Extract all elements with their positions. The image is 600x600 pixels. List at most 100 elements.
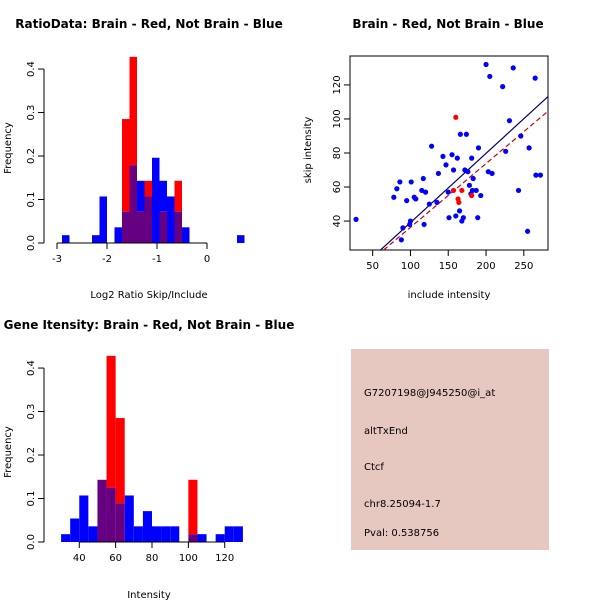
scatter-point-blue — [421, 221, 427, 228]
ratio-y-tick-label: 0.2 — [26, 148, 37, 164]
scatter-x-tick-label: 200 — [476, 261, 495, 272]
scatter-point-blue — [518, 133, 524, 139]
scatter-fit-lines — [380, 96, 549, 251]
gene-overlap-bar — [106, 487, 116, 542]
scatter-ylabel: skip intensity — [303, 117, 314, 184]
intensity-scatter: Brain - Red, Not Brain - Blue 50 100 150 20… — [303, 17, 549, 301]
ratio-x-tick-label: -2 — [102, 254, 112, 265]
gene-blue-bar — [197, 534, 207, 542]
scatter-point-red — [456, 199, 462, 205]
ratio-x-tick-label: -3 — [52, 254, 62, 265]
scatter-point-red — [450, 187, 457, 194]
info-panel: G7207198@J945250@i_at altTxEnd Ctcf chr8… — [351, 349, 549, 550]
scatter-point-blue — [483, 61, 489, 68]
scatter-point-blue — [394, 186, 400, 192]
gene-blue-bar — [233, 526, 243, 542]
ratio-blue-bar — [152, 157, 160, 243]
ratio-red-bar — [129, 56, 137, 166]
gene-histogram-xlabel: Intensity — [127, 590, 171, 600]
gene-blue-bar — [161, 526, 171, 542]
scatter-point-blue — [449, 152, 455, 158]
ratio-histogram-ylabel: Frequency — [3, 122, 14, 174]
scatter-point-blue — [478, 192, 484, 199]
scatter-point-blue — [398, 237, 404, 243]
scatter-point-blue — [407, 218, 414, 224]
ratio-histogram-title: RatioData: Brain - Red, Not Brain - Blue — [15, 17, 282, 31]
scatter-point-blue — [465, 169, 471, 175]
gene-x-tick-label: 100 — [179, 553, 198, 564]
scatter-point-blue — [440, 153, 446, 160]
scatter-x-tick-label: 150 — [439, 261, 458, 272]
ratio-overlap-bar — [122, 211, 130, 243]
gene-blue-bar — [88, 526, 98, 542]
ratio-histogram-bars — [62, 56, 245, 243]
gene-histogram-title: Gene Itensity: Brain - Red, Not Brain - … — [4, 318, 295, 332]
ratio-red-bar — [122, 119, 130, 212]
gene-blue-bar — [152, 526, 162, 542]
scatter-point-blue — [420, 175, 426, 182]
scatter-x-tick-label: 100 — [401, 261, 420, 272]
gene-blue-bar — [224, 526, 234, 542]
scatter-point-blue — [526, 145, 532, 151]
scatter-point-blue — [524, 228, 531, 234]
scatter-point-blue — [400, 225, 406, 231]
scatter-point-blue — [515, 187, 522, 194]
ratio-x-tick-label: 0 — [204, 254, 210, 265]
scatter-point-red — [469, 192, 475, 199]
fit-line-navy — [380, 96, 549, 251]
scatter-point-blue — [443, 162, 449, 168]
scatter-axes: 50 100 150 200 250 40 60 80 100 120 — [332, 75, 533, 272]
scatter-point-blue — [353, 216, 359, 222]
ratio-blue-bar — [137, 180, 145, 212]
gene-blue-bar — [124, 495, 134, 542]
scatter-point-blue — [429, 143, 435, 149]
gene-name: Ctcf — [364, 462, 384, 473]
gene-intensity-histogram: Gene Itensity: Brain - Red, Not Brain - … — [3, 318, 294, 600]
scatter-point-red — [459, 187, 465, 194]
scatter-point-blue — [533, 172, 539, 178]
gene-x-tick-label: 40 — [73, 553, 86, 564]
gene-blue-bar — [70, 518, 80, 542]
scatter-points — [353, 61, 544, 243]
ratio-y-tick-label: 0.1 — [26, 192, 37, 208]
scatter-point-blue — [454, 155, 460, 161]
event-type: altTxEnd — [364, 426, 408, 437]
ratio-histogram-axes: -3 -2 -1 0 0.0 0.1 0.2 0.3 0.4 — [26, 61, 210, 265]
scatter-point-blue — [408, 179, 414, 185]
ratio-blue-bar — [159, 180, 167, 212]
scatter-point-blue — [510, 65, 516, 71]
ratio-blue-bar — [99, 196, 107, 243]
gene-blue-bar — [170, 526, 180, 542]
gene-histogram-bars — [61, 355, 243, 542]
gene-overlap-bar — [115, 503, 125, 542]
scatter-y-tick-label: 40 — [332, 215, 343, 228]
ratio-histogram: RatioData: Brain - Red, Not Brain - Blue… — [3, 17, 283, 301]
gene-x-tick-label: 80 — [146, 553, 159, 564]
ratio-blue-bar — [62, 235, 70, 243]
gene-y-tick-label: 0.0 — [26, 534, 37, 550]
scatter-plot-box — [349, 55, 549, 251]
scatter-point-blue — [532, 75, 538, 81]
scatter-point-blue — [434, 199, 440, 205]
scatter-y-tick-label: 120 — [332, 75, 343, 94]
scatter-xlabel: include intensity — [408, 290, 491, 301]
scatter-point-blue — [413, 196, 419, 202]
gene-y-tick-label: 0.3 — [26, 404, 37, 420]
scatter-point-blue — [487, 73, 493, 80]
scatter-point-blue — [473, 187, 479, 194]
scatter-point-blue — [397, 179, 403, 185]
ratio-y-tick-label: 0.0 — [26, 235, 37, 251]
gene-x-tick-label: 60 — [109, 553, 122, 564]
ratio-y-tick-label: 0.3 — [26, 105, 37, 121]
ratio-blue-bar — [92, 235, 100, 243]
scatter-point-red — [453, 114, 459, 120]
scatter-point-blue — [460, 215, 466, 221]
ratio-overlap-bar — [137, 211, 145, 243]
scatter-x-tick-label: 250 — [514, 261, 533, 272]
scatter-x-tick-label: 50 — [366, 261, 379, 272]
ratio-blue-bar — [114, 227, 122, 243]
scatter-point-blue — [446, 215, 452, 221]
gene-blue-bar — [215, 534, 225, 542]
ratio-blue-bar — [182, 227, 190, 243]
